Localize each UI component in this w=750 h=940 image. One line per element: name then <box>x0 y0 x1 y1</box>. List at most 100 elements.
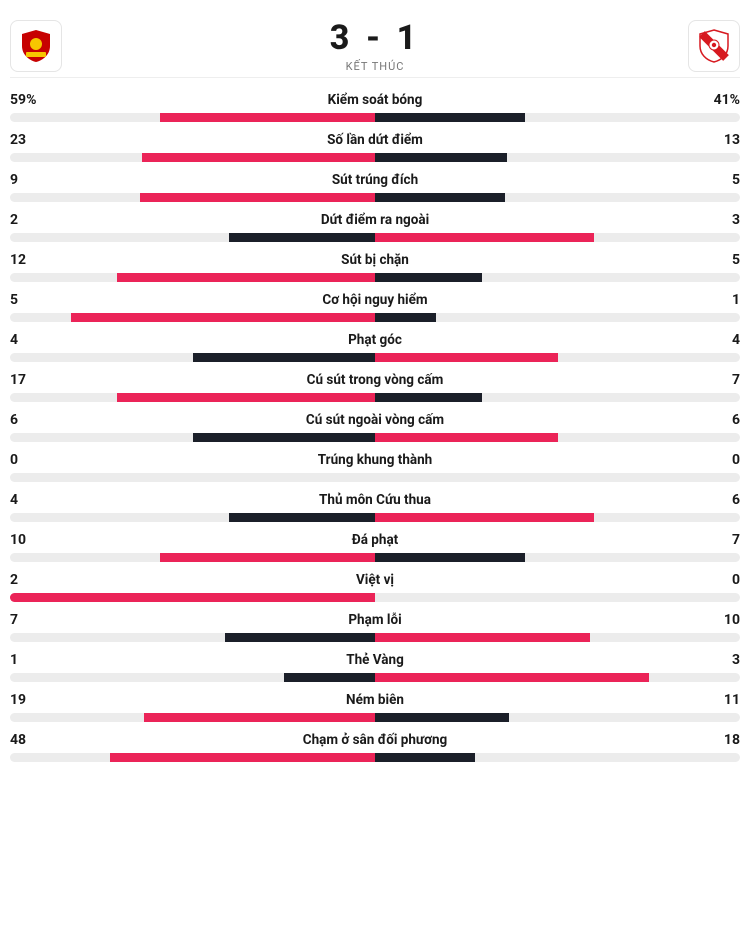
stat-bar-home-fill <box>144 713 375 722</box>
stat-bar-away-track <box>375 593 740 602</box>
stat-bar <box>10 673 740 682</box>
stat-row: 9Sút trúng đích5 <box>10 172 740 202</box>
stat-bar <box>10 353 740 362</box>
stat-bar-home-track <box>10 553 375 562</box>
stat-bar-away-fill <box>375 673 649 682</box>
stat-home-value: 2 <box>10 572 60 588</box>
stat-row: 19Ném biên11 <box>10 692 740 722</box>
stat-label: Chạm ở sân đối phương <box>60 732 690 748</box>
stat-home-value: 2 <box>10 212 60 228</box>
stat-bar-away-track <box>375 553 740 562</box>
stat-values-row: 48Chạm ở sân đối phương18 <box>10 732 740 748</box>
stat-values-row: 19Ném biên11 <box>10 692 740 708</box>
stat-label: Kiểm soát bóng <box>60 92 690 108</box>
stat-bar-home-fill <box>142 153 375 162</box>
stat-bar <box>10 633 740 642</box>
stat-bar-home-fill <box>193 433 376 442</box>
stat-row: 6Cú sút ngoài vòng cấm6 <box>10 412 740 442</box>
stat-bar-away-fill <box>375 193 505 202</box>
stat-bar-away-fill <box>375 513 594 522</box>
stat-bar-home-track <box>10 473 375 482</box>
stat-home-value: 9 <box>10 172 60 188</box>
stat-bar-home-fill <box>160 553 375 562</box>
stat-bar-away-fill <box>375 633 590 642</box>
stat-home-value: 19 <box>10 692 60 708</box>
stat-bar-home-fill <box>225 633 375 642</box>
stat-home-value: 4 <box>10 492 60 508</box>
stat-away-value: 4 <box>690 332 740 348</box>
stat-bar-home-track <box>10 433 375 442</box>
stat-bar-home-track <box>10 513 375 522</box>
stat-label: Cú sút trong vòng cấm <box>60 372 690 388</box>
stat-bar-home-fill <box>229 513 375 522</box>
stat-bar-home-track <box>10 113 375 122</box>
stat-home-value: 5 <box>10 292 60 308</box>
stat-home-value: 59% <box>10 92 60 108</box>
stat-home-value: 48 <box>10 732 60 748</box>
stat-away-value: 5 <box>690 252 740 268</box>
stat-bar <box>10 713 740 722</box>
stat-bar-away-track <box>375 353 740 362</box>
stat-row: 59%Kiểm soát bóng41% <box>10 92 740 122</box>
stat-label: Số lần dứt điểm <box>60 132 690 148</box>
home-team-badge[interactable] <box>10 20 62 72</box>
stat-row: 2Dứt điểm ra ngoài3 <box>10 212 740 242</box>
stat-bar-home-track <box>10 353 375 362</box>
stat-row: 0Trúng khung thành0 <box>10 452 740 482</box>
stat-home-value: 0 <box>10 452 60 468</box>
stat-row: 4Phạt góc4 <box>10 332 740 362</box>
stat-away-value: 6 <box>690 412 740 428</box>
stat-bar-away-track <box>375 233 740 242</box>
stat-label: Đá phạt <box>60 532 690 548</box>
stat-bar-home-fill <box>117 273 375 282</box>
stat-bar-away-fill <box>375 353 558 362</box>
stat-values-row: 23Số lần dứt điểm13 <box>10 132 740 148</box>
stat-bar <box>10 233 740 242</box>
away-team-badge[interactable] <box>688 20 740 72</box>
stat-row: 23Số lần dứt điểm13 <box>10 132 740 162</box>
stat-bar <box>10 593 740 602</box>
stat-bar-home-track <box>10 593 375 602</box>
stat-bar-away-fill <box>375 113 525 122</box>
stat-label: Việt vị <box>60 572 690 588</box>
stat-home-value: 1 <box>10 652 60 668</box>
stat-row: 12Sút bị chặn5 <box>10 252 740 282</box>
stat-row: 17Cú sút trong vòng cấm7 <box>10 372 740 402</box>
home-badge-icon <box>18 28 54 64</box>
stat-bar-away-track <box>375 513 740 522</box>
stat-values-row: 2Việt vị0 <box>10 572 740 588</box>
stat-values-row: 59%Kiểm soát bóng41% <box>10 92 740 108</box>
stat-bar-home-track <box>10 713 375 722</box>
stat-bar-home-track <box>10 753 375 762</box>
stat-bar-away-track <box>375 713 740 722</box>
stat-away-value: 1 <box>690 292 740 308</box>
stat-bar <box>10 273 740 282</box>
stat-away-value: 6 <box>690 492 740 508</box>
stat-away-value: 7 <box>690 532 740 548</box>
stat-bar-home-fill <box>284 673 375 682</box>
stat-row: 2Việt vị0 <box>10 572 740 602</box>
stat-bar-home-fill <box>160 113 375 122</box>
stat-bar-home-track <box>10 393 375 402</box>
stat-label: Cơ hội nguy hiểm <box>60 292 690 308</box>
stat-label: Trúng khung thành <box>60 452 690 468</box>
stat-values-row: 2Dứt điểm ra ngoài3 <box>10 212 740 228</box>
stat-home-value: 4 <box>10 332 60 348</box>
stat-bar-home-track <box>10 633 375 642</box>
stat-values-row: 0Trúng khung thành0 <box>10 452 740 468</box>
stat-values-row: 6Cú sút ngoài vòng cấm6 <box>10 412 740 428</box>
stat-bar-away-track <box>375 393 740 402</box>
stat-bar-away-fill <box>375 153 507 162</box>
stat-bar <box>10 433 740 442</box>
stat-bar-home-track <box>10 193 375 202</box>
stat-bar <box>10 153 740 162</box>
stat-bar-home-track <box>10 273 375 282</box>
stat-away-value: 3 <box>690 212 740 228</box>
stat-label: Thẻ Vàng <box>60 652 690 668</box>
stat-values-row: 4Phạt góc4 <box>10 332 740 348</box>
stat-bar <box>10 473 740 482</box>
stat-bar-away-track <box>375 313 740 322</box>
stat-values-row: 1Thẻ Vàng3 <box>10 652 740 668</box>
stat-label: Phạt góc <box>60 332 690 348</box>
stats-container: 59%Kiểm soát bóng41% 23Số lần dứt điểm13 9… <box>10 92 740 762</box>
